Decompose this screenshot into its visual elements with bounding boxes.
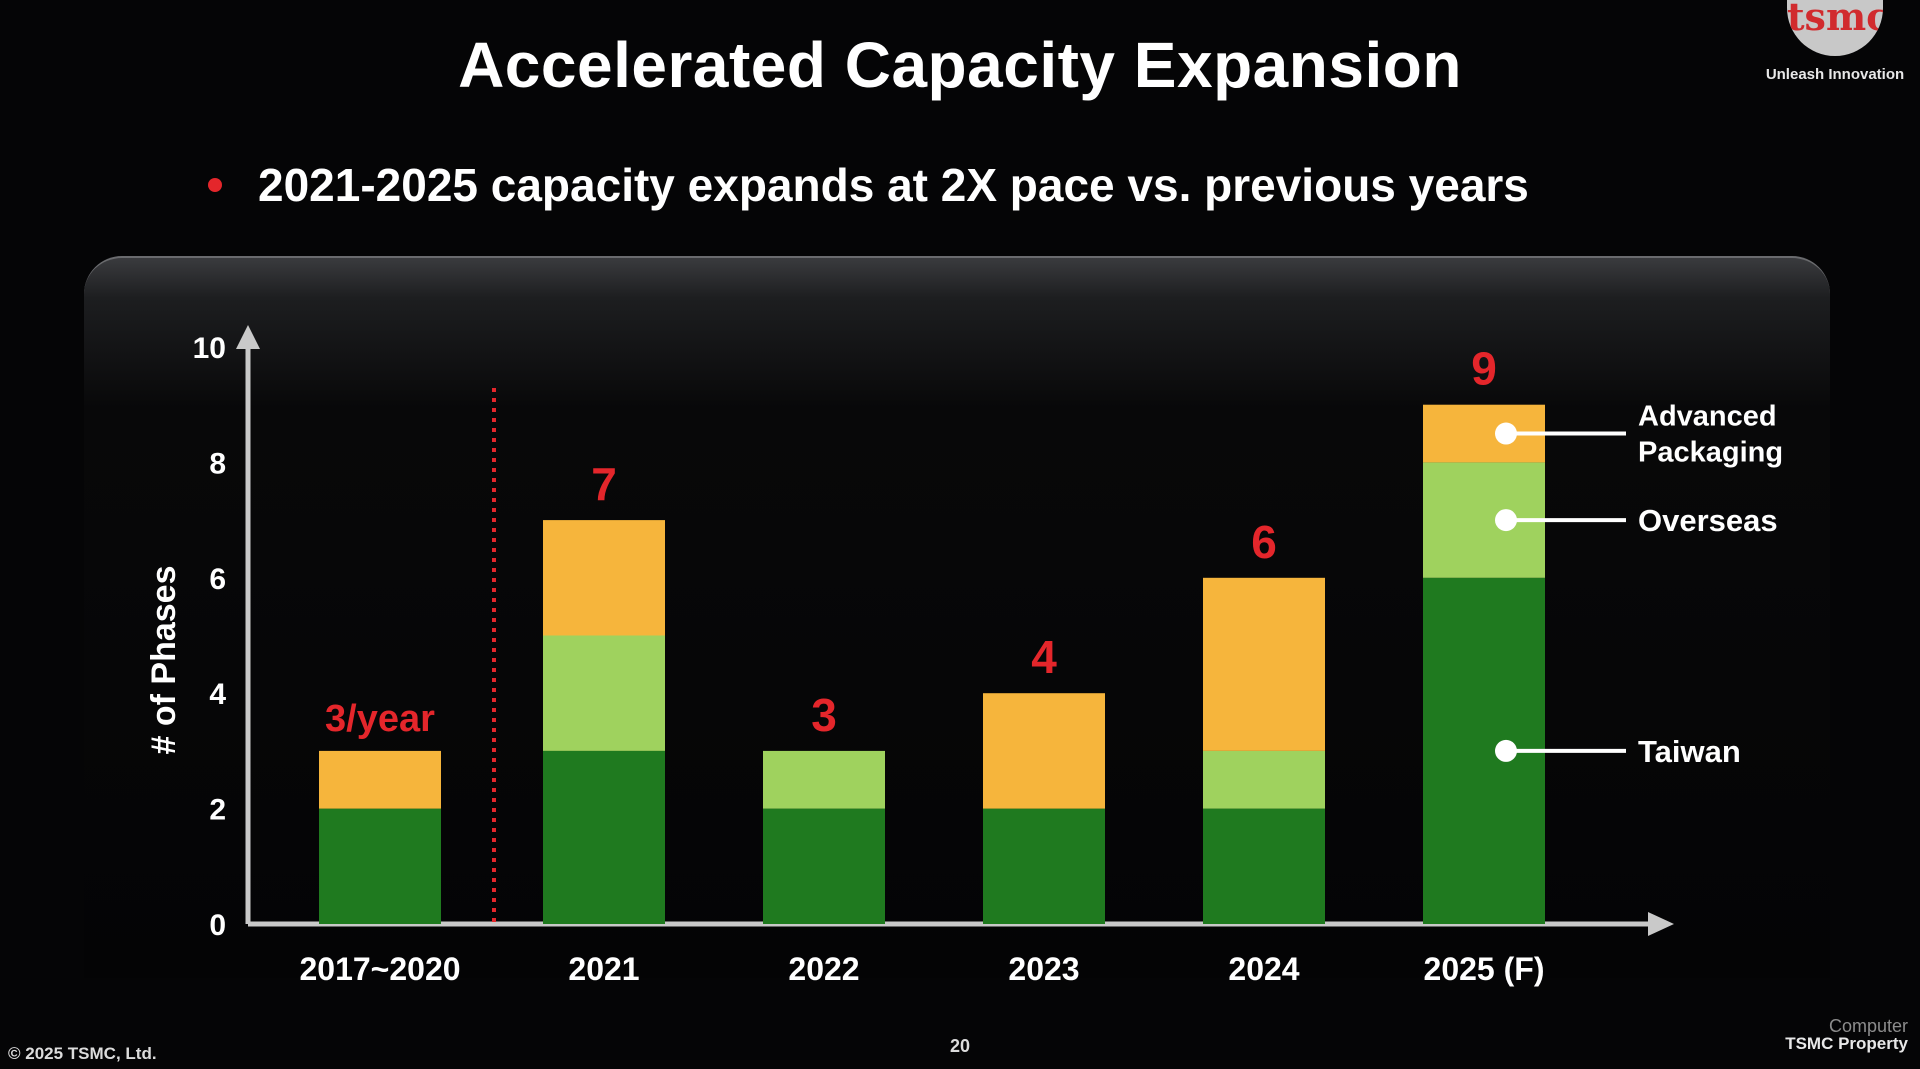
property-label: TSMC Property bbox=[1785, 1034, 1908, 1053]
bar-segment-advanced-packaging bbox=[543, 520, 665, 636]
bar-segment-advanced-packaging bbox=[319, 750, 441, 809]
x-axis-arrow-icon bbox=[1648, 912, 1674, 936]
y-tick-label: 10 bbox=[193, 332, 226, 365]
y-tick-label: 6 bbox=[209, 563, 226, 596]
x-tick-label: 2017~2020 bbox=[299, 951, 460, 987]
bar-segment-overseas bbox=[1203, 750, 1325, 809]
x-tick-label: 2024 bbox=[1228, 951, 1299, 987]
legend-label-line: Packaging bbox=[1638, 437, 1783, 469]
x-tick-label: 2022 bbox=[788, 951, 859, 987]
bar-total-label: 3 bbox=[811, 689, 837, 741]
x-tick-label: 2025 (F) bbox=[1424, 951, 1545, 987]
bar-segment-advanced-packaging bbox=[1203, 577, 1325, 751]
page-number: 20 bbox=[950, 1036, 971, 1056]
legend-label-line: Overseas bbox=[1638, 503, 1778, 538]
bar-segment-taiwan bbox=[319, 808, 441, 924]
bullet-text: 2021-2025 capacity expands at 2X pace vs… bbox=[258, 159, 1529, 211]
bar-segment-taiwan bbox=[1203, 808, 1325, 924]
bar-segment-taiwan bbox=[543, 750, 665, 924]
y-axis-arrow-icon bbox=[236, 325, 260, 349]
tsmc-logo: tsmc Unleash Innovation bbox=[1760, 0, 1910, 83]
x-tick-label: 2021 bbox=[568, 951, 639, 987]
bar-total-label: 4 bbox=[1031, 631, 1057, 683]
copyright: © 2025 TSMC, Ltd. bbox=[8, 1044, 157, 1063]
tsmc-logo-text: tsmc bbox=[1787, 0, 1883, 39]
y-axis-title: # of Phases bbox=[145, 566, 183, 755]
watermark: Computer bbox=[1828, 1016, 1908, 1036]
y-tick-label: 8 bbox=[209, 447, 226, 480]
x-tick-label: 2023 bbox=[1008, 951, 1079, 987]
bar-segment-taiwan bbox=[983, 808, 1105, 924]
bar-segment-taiwan bbox=[763, 808, 885, 924]
bar-segment-advanced-packaging bbox=[983, 693, 1105, 809]
bar-total-label: 7 bbox=[591, 458, 617, 510]
y-tick-label: 2 bbox=[209, 794, 226, 827]
logo-tagline: Unleash Innovation bbox=[1765, 66, 1905, 83]
legend-marker-icon bbox=[1495, 509, 1517, 532]
legend-marker-icon bbox=[1495, 739, 1517, 762]
bar-total-label: 3/year bbox=[325, 698, 435, 740]
bullet-point: 2021-2025 capacity expands at 2X pace vs… bbox=[208, 158, 1529, 212]
legend-label-advanced-packaging: Advanced Packaging bbox=[1638, 401, 1783, 469]
y-tick-label: 4 bbox=[209, 678, 226, 711]
legend-label-line: Taiwan bbox=[1638, 734, 1741, 769]
bar-total-label: 9 bbox=[1471, 343, 1497, 395]
slide-title: Accelerated Capacity Expansion bbox=[458, 29, 1462, 101]
y-tick-label: 0 bbox=[209, 909, 226, 942]
bar-segment-overseas bbox=[763, 750, 885, 809]
bar-segment-overseas bbox=[543, 635, 665, 751]
legend-label-line: Advanced bbox=[1638, 401, 1777, 433]
legend-label-taiwan: Taiwan bbox=[1638, 734, 1741, 769]
legend-marker-icon bbox=[1495, 422, 1517, 445]
bullet-dot-icon bbox=[208, 178, 222, 192]
bar-total-label: 6 bbox=[1251, 516, 1277, 568]
legend-label-overseas: Overseas bbox=[1638, 503, 1778, 538]
